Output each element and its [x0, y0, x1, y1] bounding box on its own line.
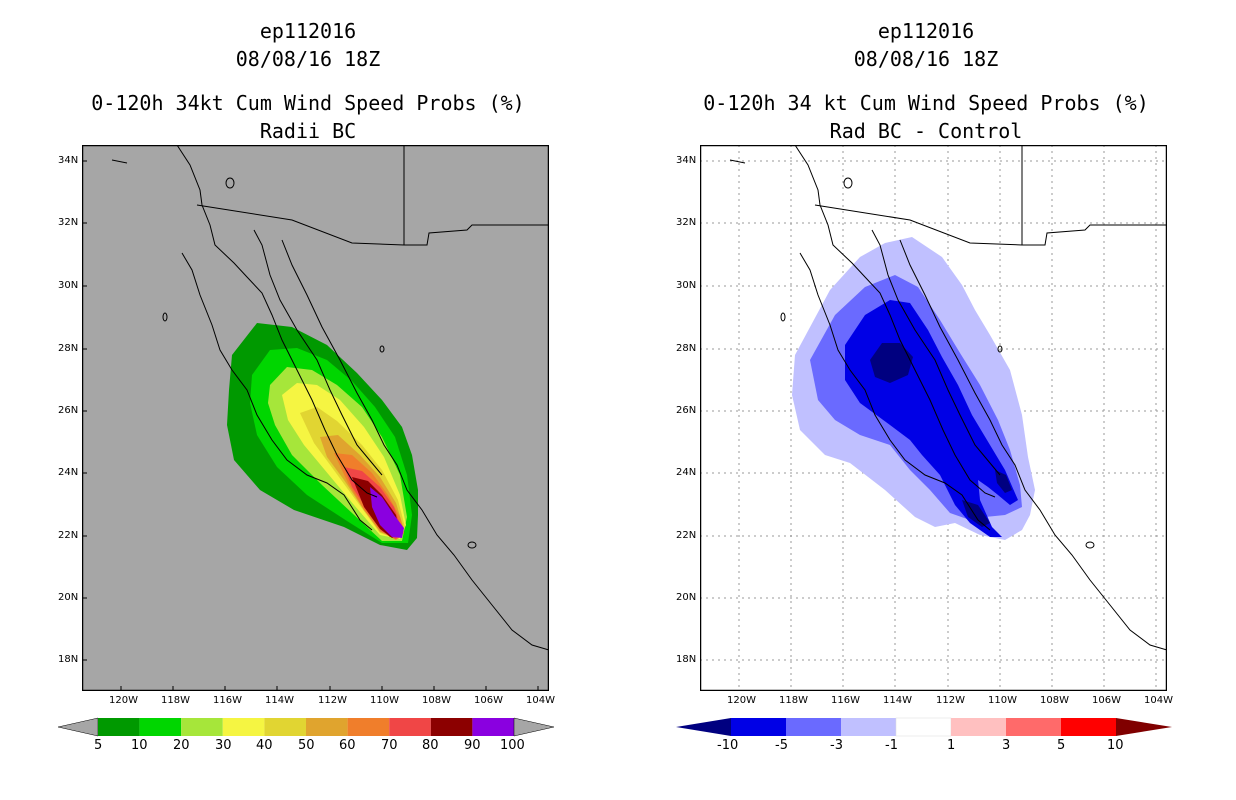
- left-lat-label: 18N: [58, 654, 79, 665]
- right-lon-label: 116W: [831, 695, 860, 706]
- left-colorbar-swatch: [181, 718, 223, 736]
- left-storm-id: ep112016: [259, 19, 357, 43]
- left-colorbar-label: 10: [131, 738, 148, 753]
- contour-100: [370, 487, 404, 538]
- right-lat-label: 20N: [676, 592, 697, 603]
- right-colorbar-swatch: [786, 718, 841, 736]
- right-colorbar-swatch: [731, 718, 786, 736]
- right-lon-label: 118W: [779, 695, 808, 706]
- right-colorbar-swatch: [951, 718, 1006, 736]
- right-difference-contours: [792, 237, 1035, 540]
- left-lat-label: 28N: [58, 343, 79, 354]
- right-colorbar-swatch: [1061, 718, 1116, 736]
- left-colorbar-swatch: [430, 718, 473, 736]
- right-coastlines: [729, 145, 1167, 651]
- right-lon-label: 106W: [1092, 695, 1121, 706]
- right-colorbar-label: -10: [717, 738, 739, 753]
- left-colorbar-label: 100: [500, 738, 525, 753]
- left-colorbar-end-right: [513, 717, 554, 737]
- right-lat-label: 30N: [676, 280, 697, 291]
- right-difference-map: [700, 145, 1167, 691]
- right-storm-id: ep112016: [877, 19, 975, 43]
- left-colorbar-label: 70: [381, 738, 398, 753]
- left-colorbar-swatch: [264, 718, 306, 736]
- left-lon-label: 114W: [265, 695, 294, 706]
- left-colorbar-label: 80: [422, 738, 439, 753]
- left-probability-map: [82, 145, 549, 691]
- left-lat-label: 30N: [58, 280, 79, 291]
- left-lat-label: 34N: [58, 155, 79, 166]
- right-colorbar-end-left: [676, 718, 731, 736]
- right-colorbar-label: 10: [1107, 738, 1124, 753]
- right-lon-label: 114W: [883, 695, 912, 706]
- left-map-frame: [82, 145, 549, 691]
- left-colorbar-label: 60: [339, 738, 356, 753]
- right-colorbar: [676, 717, 1172, 737]
- left-colorbar-end-left: [58, 717, 99, 737]
- left-colorbar-label: 5: [94, 738, 103, 753]
- right-lon-label: 110W: [988, 695, 1017, 706]
- contour-minus-10-a: [870, 343, 913, 383]
- left-lon-label: 120W: [109, 695, 138, 706]
- left-colorbar-label: 40: [256, 738, 273, 753]
- left-colorbar: [58, 717, 554, 737]
- right-map-title: 0-120h 34 kt Cum Wind Speed Probs (%): [703, 91, 1149, 115]
- left-lon-label: 112W: [318, 695, 347, 706]
- left-map-title: 0-120h 34kt Cum Wind Speed Probs (%): [91, 91, 525, 115]
- right-lat-label: 18N: [676, 654, 697, 665]
- left-colorbar-swatch: [139, 718, 182, 736]
- right-lon-label: 112W: [936, 695, 965, 706]
- right-map-gridlines: [700, 145, 1167, 691]
- left-lon-label: 106W: [474, 695, 503, 706]
- left-colorbar-label: 90: [464, 738, 481, 753]
- right-colorbar-swatch: [895, 717, 952, 737]
- left-lat-label: 20N: [58, 592, 79, 603]
- left-colorbar-swatch: [222, 718, 265, 736]
- left-lat-label: 26N: [58, 405, 79, 416]
- left-colorbar-label: 50: [298, 738, 315, 753]
- left-colorbar-swatch: [347, 718, 390, 736]
- right-colorbar-label: 1: [947, 738, 956, 753]
- right-colorbar-label: -5: [775, 738, 788, 753]
- right-lat-label: 32N: [676, 217, 697, 228]
- left-lon-label: 116W: [213, 695, 242, 706]
- right-colorbar-label: -3: [830, 738, 843, 753]
- right-lat-label: 28N: [676, 343, 697, 354]
- left-lon-label: 118W: [161, 695, 190, 706]
- right-lat-label: 24N: [676, 467, 697, 478]
- left-probability-contours: [227, 323, 418, 550]
- left-colorbar-swatch: [389, 718, 431, 736]
- left-colorbar-label: 20: [173, 738, 190, 753]
- right-colorbar-label: -1: [885, 738, 898, 753]
- right-lat-label: 26N: [676, 405, 697, 416]
- right-colorbar-swatch: [841, 718, 896, 736]
- right-lat-label: 22N: [676, 530, 697, 541]
- right-lat-label: 34N: [676, 155, 697, 166]
- left-colorbar-swatch: [98, 718, 140, 736]
- left-colorbar-swatch: [306, 718, 348, 736]
- right-map-subtitle: Rad BC - Control: [829, 119, 1023, 143]
- right-lon-label: 120W: [727, 695, 756, 706]
- left-colorbar-label: 30: [215, 738, 232, 753]
- right-lon-label: 108W: [1040, 695, 1069, 706]
- left-lon-label: 110W: [370, 695, 399, 706]
- right-colorbar-end-right: [1116, 718, 1172, 736]
- left-lat-label: 22N: [58, 530, 79, 541]
- right-map-frame: [700, 145, 1167, 691]
- right-datetime: 08/08/16 18Z: [853, 47, 999, 71]
- left-lon-label: 104W: [526, 695, 555, 706]
- left-lat-label: 24N: [58, 467, 79, 478]
- right-colorbar-label: 5: [1057, 738, 1066, 753]
- contour-minus-10-c: [995, 470, 1012, 493]
- right-lon-label: 104W: [1144, 695, 1173, 706]
- left-colorbar-swatch: [472, 718, 514, 736]
- left-map-subtitle: Radii BC: [259, 119, 357, 143]
- left-coastlines: [111, 145, 549, 651]
- right-colorbar-swatch: [1006, 718, 1061, 736]
- left-lon-label: 108W: [422, 695, 451, 706]
- left-datetime: 08/08/16 18Z: [235, 47, 381, 71]
- left-lat-label: 32N: [58, 217, 79, 228]
- right-colorbar-label: 3: [1002, 738, 1011, 753]
